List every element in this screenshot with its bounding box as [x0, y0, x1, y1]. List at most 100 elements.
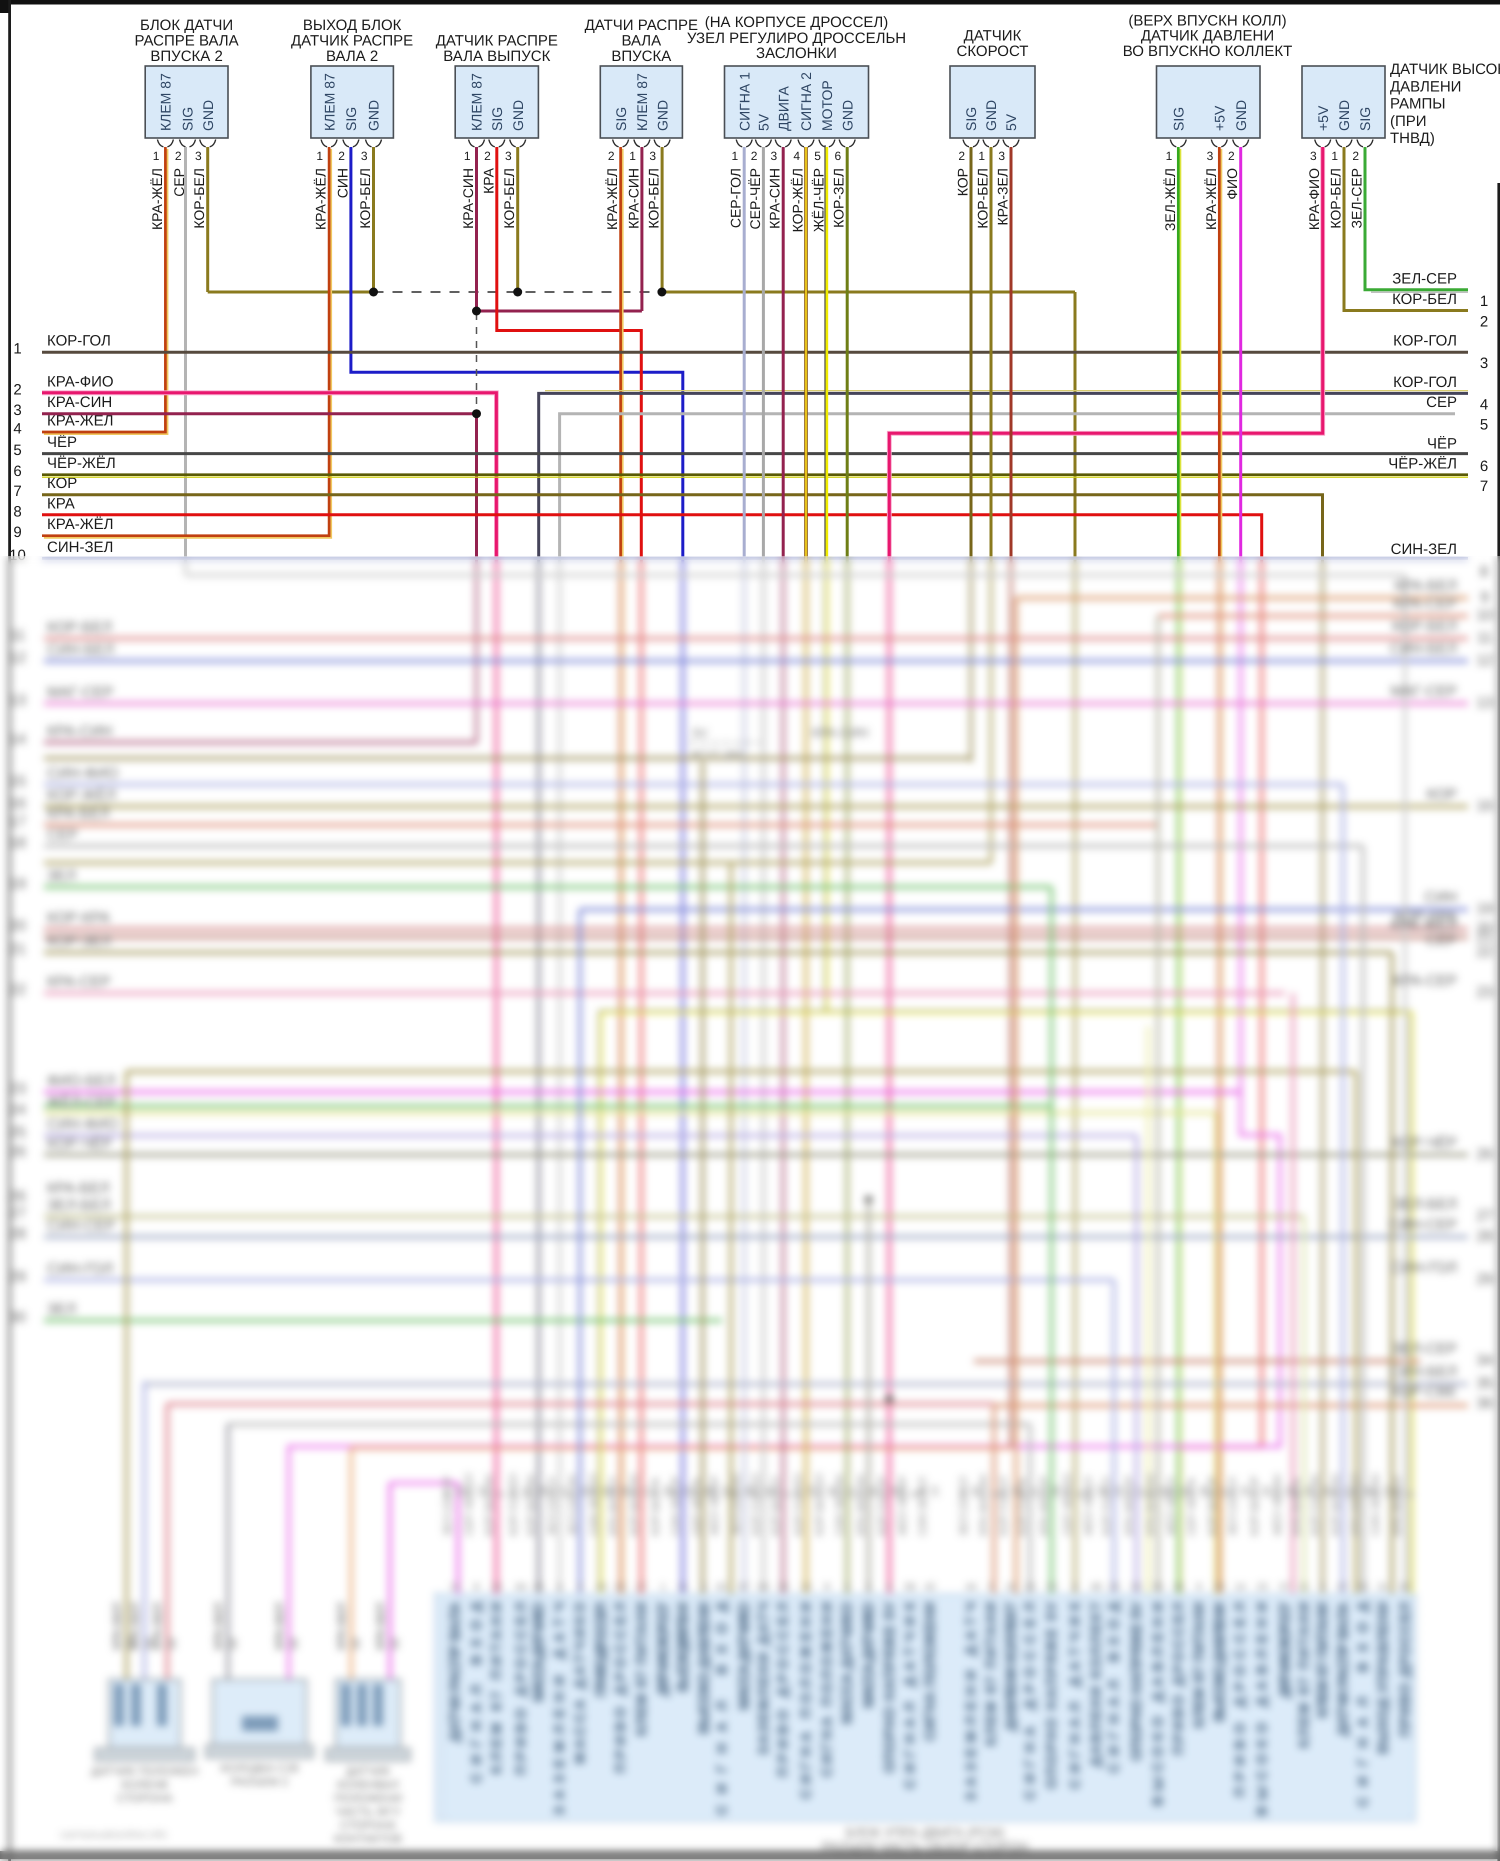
- svg-text:SIG: SIG: [343, 107, 359, 131]
- svg-text:5V: 5V: [756, 113, 772, 131]
- svg-text:КРА-ЖЁЛ: КРА-ЖЁЛ: [1203, 168, 1219, 230]
- svg-text:1: 1: [732, 149, 739, 163]
- svg-text:3: 3: [1310, 149, 1317, 163]
- svg-text:КОР: КОР: [955, 168, 971, 196]
- svg-text:ДАТЧИК: ДАТЧИК: [964, 28, 1022, 45]
- svg-text:КРА-ФИО: КРА-ФИО: [1306, 168, 1322, 230]
- svg-text:GND: GND: [200, 100, 216, 131]
- svg-text:SIG: SIG: [613, 107, 629, 131]
- svg-text:КЛЕМ 87: КЛЕМ 87: [321, 73, 337, 131]
- svg-text:КОР-БЕЛ: КОР-БЕЛ: [646, 168, 662, 229]
- svg-text:2: 2: [1480, 314, 1488, 331]
- svg-text:СИН-ЗЕЛ: СИН-ЗЕЛ: [47, 539, 113, 556]
- svg-text:3: 3: [649, 149, 656, 163]
- svg-text:КРА-СИН: КРА-СИН: [625, 168, 641, 229]
- svg-text:СКОРОСТ: СКОРОСТ: [957, 43, 1029, 60]
- svg-text:КОР-БЕЛ: КОР-БЕЛ: [191, 168, 207, 229]
- svg-text:КРА: КРА: [480, 167, 496, 194]
- svg-text:ВПУСКА: ВПУСКА: [611, 48, 671, 65]
- svg-text:КРА-ЖЁЛ: КРА-ЖЁЛ: [313, 168, 329, 230]
- svg-text:(НА КОРПУСЕ ДРОССЕЛ): (НА КОРПУСЕ ДРОССЕЛ): [705, 14, 889, 31]
- svg-text:КОР-БЕЛ: КОР-БЕЛ: [975, 168, 991, 229]
- svg-text:2: 2: [1228, 149, 1235, 163]
- svg-text:КРА-ЗЕЛ: КРА-ЗЕЛ: [995, 168, 1011, 226]
- svg-text:КРА-ФИО: КРА-ФИО: [47, 373, 114, 390]
- svg-text:КЛЕМ 87: КЛЕМ 87: [469, 73, 485, 131]
- svg-text:ДАВЛЕНИ: ДАВЛЕНИ: [1390, 78, 1461, 95]
- svg-text:ФИО: ФИО: [1224, 168, 1240, 200]
- svg-text:GND: GND: [1336, 100, 1352, 131]
- svg-text:КРА-СИН: КРА-СИН: [47, 394, 112, 411]
- svg-text:КОР-ЗЕЛ: КОР-ЗЕЛ: [831, 168, 847, 228]
- svg-text:1: 1: [1480, 293, 1488, 310]
- svg-text:2: 2: [13, 381, 21, 398]
- svg-text:МОТОР: МОТОР: [819, 80, 835, 131]
- svg-text:2: 2: [1352, 149, 1359, 163]
- svg-text:ДВИГА: ДВИГА: [775, 85, 791, 131]
- svg-text:+5V: +5V: [1315, 105, 1331, 131]
- svg-text:3: 3: [505, 149, 512, 163]
- svg-text:2: 2: [484, 149, 491, 163]
- svg-text:1: 1: [978, 149, 985, 163]
- svg-text:3: 3: [771, 149, 778, 163]
- svg-text:ВАЛА ВЫПУСК: ВАЛА ВЫПУСК: [443, 48, 550, 65]
- svg-text:GND: GND: [510, 100, 526, 131]
- svg-text:КОР-БЕЛ: КОР-БЕЛ: [1392, 291, 1457, 308]
- svg-text:КРА-ЖЁЛ: КРА-ЖЁЛ: [47, 516, 113, 533]
- svg-text:6: 6: [13, 463, 21, 480]
- svg-text:ВПУСКА 2: ВПУСКА 2: [150, 48, 222, 65]
- svg-text:4: 4: [1480, 396, 1488, 413]
- svg-text:3: 3: [195, 149, 202, 163]
- svg-text:GND: GND: [1233, 100, 1249, 131]
- svg-text:ТНВД): ТНВД): [1390, 130, 1435, 147]
- svg-text:2: 2: [958, 149, 965, 163]
- svg-text:КРА: КРА: [47, 495, 75, 512]
- svg-text:КОР-БЕЛ: КОР-БЕЛ: [1328, 168, 1344, 229]
- svg-text:ЧЁР-ЖЁЛ: ЧЁР-ЖЁЛ: [1388, 456, 1457, 473]
- svg-text:ДАТЧИК РАСПРЕ: ДАТЧИК РАСПРЕ: [436, 33, 558, 50]
- svg-text:СИН: СИН: [334, 168, 350, 198]
- svg-text:ДАТЧИК ДАВЛЕНИ: ДАТЧИК ДАВЛЕНИ: [1141, 28, 1274, 45]
- svg-text:ЗАСЛОНКИ: ЗАСЛОНКИ: [756, 45, 837, 62]
- svg-text:3: 3: [1480, 355, 1488, 372]
- svg-text:КЛЕМ 87: КЛЕМ 87: [158, 73, 174, 131]
- svg-text:4: 4: [793, 149, 800, 163]
- svg-text:2: 2: [751, 149, 758, 163]
- svg-text:КОР-ГОЛ: КОР-ГОЛ: [1393, 332, 1457, 349]
- svg-text:БЛОК ДАТЧИ: БЛОК ДАТЧИ: [140, 17, 233, 34]
- svg-text:ВАЛА 2: ВАЛА 2: [326, 48, 378, 65]
- svg-text:КОР-ЖЁЛ: КОР-ЖЁЛ: [790, 168, 806, 232]
- svg-text:ЗЕЛ-СЕР: ЗЕЛ-СЕР: [1392, 270, 1457, 287]
- svg-text:GND: GND: [366, 100, 382, 131]
- svg-text:ЗЕЛ-ЖЁЛ: ЗЕЛ-ЖЁЛ: [1162, 168, 1178, 231]
- svg-text:ЖЁЛ-ЧЁР: ЖЁЛ-ЧЁР: [810, 168, 826, 232]
- svg-text:6: 6: [1480, 458, 1488, 475]
- svg-text:1: 1: [153, 149, 160, 163]
- svg-text:КОР-ГОЛ: КОР-ГОЛ: [1393, 374, 1457, 391]
- svg-text:5: 5: [13, 442, 21, 459]
- svg-text:КРА-ЖЁЛ: КРА-ЖЁЛ: [47, 413, 113, 430]
- svg-text:1: 1: [629, 149, 636, 163]
- svg-text:ДАТЧИК РАСПРЕ: ДАТЧИК РАСПРЕ: [291, 33, 413, 50]
- svg-text:РАМПЫ: РАМПЫ: [1390, 96, 1446, 113]
- svg-text:6: 6: [835, 149, 842, 163]
- svg-text:2: 2: [175, 149, 182, 163]
- svg-text:СЕР: СЕР: [1426, 394, 1457, 411]
- svg-text:КРА-ЖЁЛ: КРА-ЖЁЛ: [604, 168, 620, 230]
- svg-text:КРА-ЖЁЛ: КРА-ЖЁЛ: [149, 168, 165, 230]
- svg-text:3: 3: [13, 402, 21, 419]
- svg-text:GND: GND: [839, 100, 855, 131]
- svg-text:7: 7: [13, 483, 21, 500]
- svg-text:ДАТЧИ РАСПРЕ: ДАТЧИ РАСПРЕ: [585, 17, 698, 34]
- svg-text:КРА-СИН: КРА-СИН: [460, 168, 476, 229]
- svg-text:+5V: +5V: [1212, 105, 1228, 131]
- svg-text:КОР-ГОЛ: КОР-ГОЛ: [47, 333, 111, 350]
- svg-text:3: 3: [998, 149, 1005, 163]
- svg-text:СИГНА 2: СИГНА 2: [798, 72, 814, 131]
- svg-text:РАСПРЕ ВАЛА: РАСПРЕ ВАЛА: [135, 33, 239, 50]
- svg-text:СЕР: СЕР: [171, 168, 187, 197]
- svg-text:3: 3: [1207, 149, 1214, 163]
- svg-text:ЧЁР-ЖЁЛ: ЧЁР-ЖЁЛ: [47, 455, 116, 472]
- svg-text:SIG: SIG: [489, 107, 505, 131]
- svg-text:КОР: КОР: [47, 475, 77, 492]
